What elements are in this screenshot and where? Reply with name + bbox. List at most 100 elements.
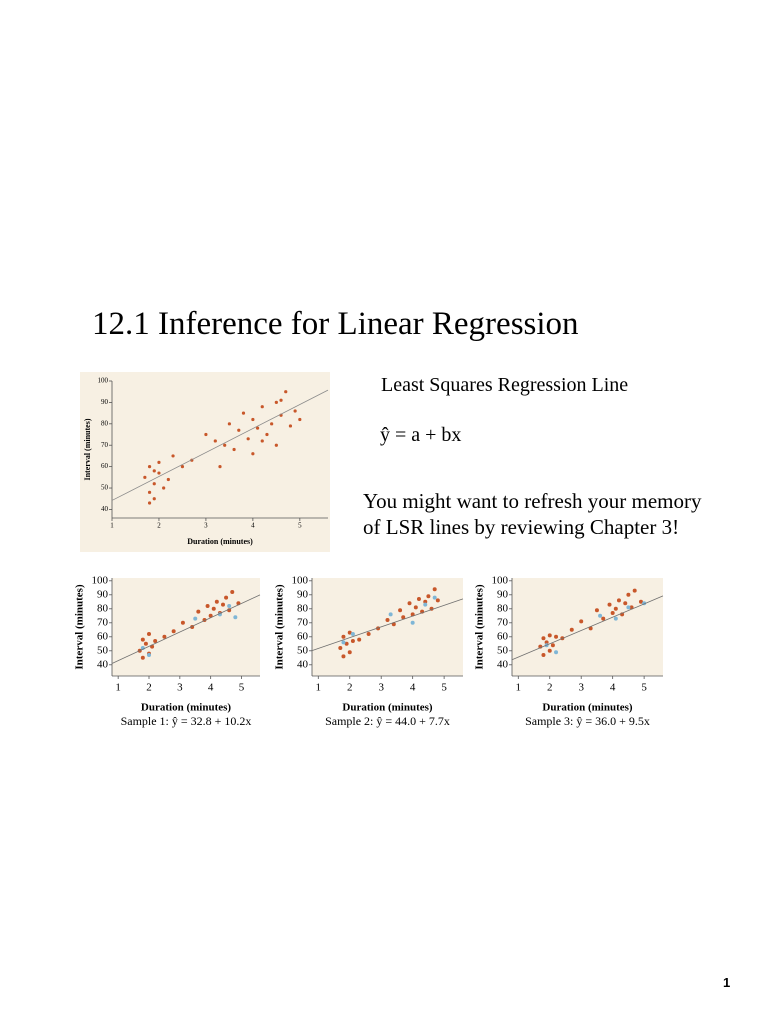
x-tick-label: 2 xyxy=(146,682,152,694)
caption: Sample 3: ŷ = 36.0 + 9.5x xyxy=(525,714,650,728)
point xyxy=(401,615,406,620)
point xyxy=(423,602,428,607)
x-tick-label: 1 xyxy=(516,682,522,694)
point xyxy=(544,640,549,645)
y-tick-label: 40 xyxy=(97,658,109,670)
x-tick-label: 5 xyxy=(641,682,647,694)
point xyxy=(579,619,584,624)
y-tick-label: 70 xyxy=(497,616,509,628)
point xyxy=(347,650,352,655)
point xyxy=(547,633,552,638)
caption: Sample 1: ŷ = 32.8 + 10.2x xyxy=(121,714,252,728)
caption: Sample 2: ŷ = 44.0 + 7.7x xyxy=(325,714,450,728)
point xyxy=(554,650,559,655)
y-tick-label: 50 xyxy=(97,644,109,656)
y-tick-label: 70 xyxy=(101,441,109,449)
point xyxy=(251,452,255,456)
point xyxy=(341,640,346,645)
point xyxy=(293,409,297,413)
point xyxy=(180,465,185,469)
point xyxy=(260,405,264,409)
point xyxy=(233,615,238,620)
y-tick-label: 100 xyxy=(492,574,509,586)
x-axis-label: Duration (minutes) xyxy=(187,537,253,546)
point xyxy=(616,598,621,603)
point xyxy=(598,613,603,618)
point xyxy=(554,634,559,639)
y-axis-label: Interval (minutes) xyxy=(83,418,92,480)
point xyxy=(350,632,355,636)
point xyxy=(218,465,222,469)
point xyxy=(143,641,148,646)
x-tick-label: 3 xyxy=(378,682,384,694)
y-tick-label: 90 xyxy=(497,588,509,600)
point xyxy=(270,422,274,426)
point xyxy=(594,608,599,613)
point xyxy=(227,604,232,608)
x-tick-label: 3 xyxy=(177,682,183,694)
point xyxy=(204,432,208,437)
point xyxy=(607,602,612,607)
point xyxy=(171,629,176,634)
point xyxy=(260,439,264,443)
x-tick-label: 1 xyxy=(110,522,114,530)
y-tick-label: 50 xyxy=(297,644,309,656)
x-axis-label: Duration (minutes) xyxy=(542,702,632,714)
y-tick-label: 80 xyxy=(101,419,109,427)
point xyxy=(547,648,552,653)
y-tick-label: 50 xyxy=(101,484,109,492)
point xyxy=(193,616,198,621)
point xyxy=(366,632,371,636)
point xyxy=(224,595,229,600)
point xyxy=(241,411,246,415)
lsr-heading: Least Squares Regression Line xyxy=(381,374,629,396)
point xyxy=(432,595,437,600)
point xyxy=(588,626,593,631)
y-tick-label: 40 xyxy=(297,658,309,670)
x-tick-label: 4 xyxy=(410,682,416,694)
x-axis-label: Duration (minutes) xyxy=(342,702,432,714)
point xyxy=(432,587,437,592)
point xyxy=(152,497,156,501)
point xyxy=(344,641,349,646)
x-axis-label: Duration (minutes) xyxy=(141,702,231,714)
y-tick-label: 60 xyxy=(297,630,309,642)
plot-area xyxy=(112,578,260,676)
point xyxy=(237,428,241,432)
point xyxy=(152,469,156,473)
y-tick-label: 100 xyxy=(92,574,109,586)
y-tick-label: 40 xyxy=(101,505,109,513)
x-tick-label: 4 xyxy=(251,522,255,530)
point xyxy=(153,639,158,643)
y-tick-label: 100 xyxy=(292,574,309,586)
x-tick-label: 3 xyxy=(204,522,208,530)
x-tick-label: 2 xyxy=(547,682,553,694)
x-tick-label: 5 xyxy=(298,522,302,530)
y-tick-label: 60 xyxy=(497,630,509,642)
point xyxy=(140,655,145,660)
point xyxy=(157,460,161,464)
point xyxy=(413,605,418,610)
point xyxy=(143,475,147,479)
point xyxy=(152,482,156,486)
point xyxy=(298,417,302,422)
point xyxy=(140,637,145,642)
point xyxy=(251,417,255,422)
y-tick-label: 90 xyxy=(101,398,109,406)
regression-line xyxy=(311,598,464,651)
point xyxy=(426,594,431,599)
y-tick-label: 80 xyxy=(97,602,109,614)
y-tick-label: 70 xyxy=(97,616,109,628)
y-axis-label: Interval (minutes) xyxy=(274,584,286,670)
point xyxy=(638,599,643,604)
point xyxy=(601,616,606,621)
point xyxy=(288,424,293,428)
point xyxy=(284,390,288,394)
regression-line xyxy=(511,595,664,661)
point xyxy=(162,634,167,639)
point xyxy=(407,601,412,606)
point xyxy=(385,618,390,622)
point xyxy=(338,646,343,650)
